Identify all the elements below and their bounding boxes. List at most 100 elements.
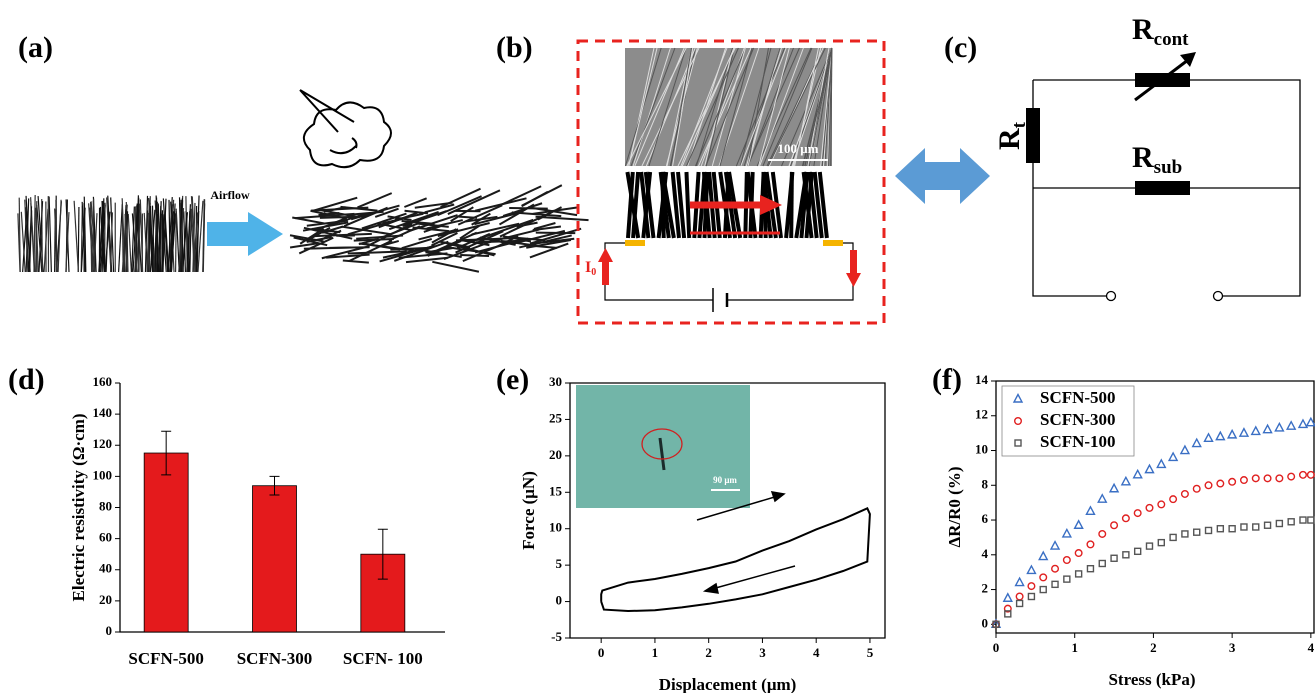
marker [1064,576,1070,582]
marker [1075,550,1082,557]
marker [1052,581,1058,587]
marker [1157,460,1165,468]
legend-label: SCFN-100 [1040,432,1116,451]
marker [1288,473,1295,480]
marker [1122,477,1130,485]
fiber [686,172,689,238]
marker [1252,475,1259,482]
marker [1027,566,1035,574]
marker [1099,560,1105,566]
marker [1076,571,1082,577]
y-tick-label: 6 [982,511,989,526]
x-tick-label: 3 [1229,640,1236,655]
y-tick-label: 0 [982,615,989,630]
marker [1194,529,1200,535]
y-tick-label: 120 [93,436,113,451]
x-tick-label: 1 [1071,640,1078,655]
marker [1028,583,1035,590]
y-axis-label: ΔR/R0 (%) [945,466,964,547]
marker [1193,485,1200,492]
marker [1146,505,1153,512]
x-tick-label: 0 [598,645,605,660]
r-t-label: Rt [993,121,1030,150]
electrode [625,240,645,246]
circuit-b [605,243,853,312]
marker [1123,515,1130,522]
marker [1253,524,1259,530]
fiber [135,206,136,272]
legend-label: SCFN-500 [1040,388,1116,407]
marker [1216,432,1224,440]
fiber [348,251,407,253]
marker [1170,496,1177,503]
fiber [184,211,186,272]
y-tick-label: 15 [549,483,563,498]
marker [1016,578,1024,586]
airflow-label: Airflow [210,188,250,202]
marker [1017,600,1023,606]
y-tick-label: 80 [99,498,112,513]
fiber [49,197,51,272]
marker [1288,519,1294,525]
x-tick-label: SCFN-500 [128,649,204,668]
x-tick-label: 4 [1308,640,1315,655]
marker [1135,548,1141,554]
marker [1075,521,1083,529]
y-tick-label: 12 [975,407,988,422]
equivalence-arrow [895,148,990,204]
marker [1158,540,1164,546]
marker [1004,594,1012,602]
marker [1040,574,1047,581]
x-axis-label: Displacement (μm) [659,675,797,693]
y-tick-label: 30 [549,374,562,389]
marker [1276,521,1282,527]
fiber [176,211,179,272]
marker [1205,434,1213,442]
y-tick-label: 14 [975,372,989,387]
marker [1145,465,1153,473]
fiber [128,214,131,272]
marker [1308,472,1315,479]
fiber [176,209,177,272]
x-axis-label: Stress (kPa) [1108,670,1195,689]
marker [1264,475,1271,482]
marker [1146,543,1152,549]
y-tick-label: 5 [556,556,563,571]
panel-label: (c) [944,31,977,64]
y-tick-label: 10 [549,520,562,535]
marker [1275,423,1283,431]
y-tick-label: 2 [982,581,989,596]
x-tick-label: 5 [867,645,874,660]
marker [1111,555,1117,561]
y-tick-label: 20 [99,592,112,607]
marker [1287,422,1295,430]
marker [1111,522,1118,529]
electrode [823,240,843,246]
x-tick-label: 0 [993,640,1000,655]
marker [1276,475,1283,482]
marker [1134,470,1142,478]
marker [1241,524,1247,530]
marker [1063,529,1071,537]
marker [1028,594,1034,600]
y-axis-label: Force (μN) [519,471,538,550]
fiber [157,214,158,272]
marker [1229,526,1235,532]
fiber [119,204,123,272]
fiber [56,200,57,272]
marker [1086,507,1094,515]
legend-label: SCFN-300 [1040,410,1116,429]
x-tick-label: 2 [705,645,712,660]
marker [1016,593,1023,600]
resistor [1026,108,1040,163]
marker [1217,526,1223,532]
y-tick-label: 160 [93,374,113,389]
panel-label: (e) [496,363,529,396]
figure: (a) (b) (c) (d) (e) (f) Airflow 100 μm I… [0,0,1315,693]
marker [1087,541,1094,548]
marker [1217,480,1224,487]
marker [1205,482,1212,489]
marker [1170,534,1176,540]
marker [1098,495,1106,503]
fiber [791,172,792,238]
